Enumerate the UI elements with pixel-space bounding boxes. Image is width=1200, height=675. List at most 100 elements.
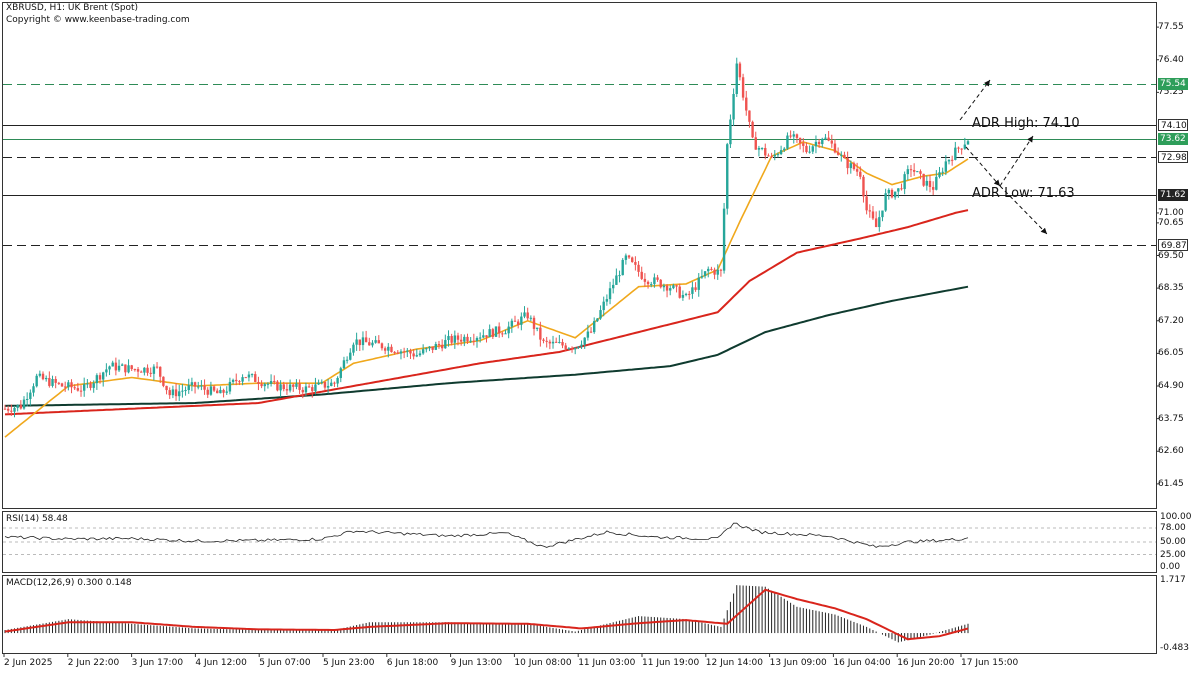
candle-body <box>539 327 542 340</box>
candle-body <box>760 147 764 149</box>
candle-body <box>146 367 149 373</box>
candle-body <box>903 174 906 190</box>
candle-body <box>947 159 951 162</box>
candle-body <box>941 171 944 173</box>
candle-body <box>912 170 916 172</box>
candle-body <box>82 384 86 391</box>
candle-body <box>637 264 640 272</box>
candle-body <box>440 344 444 349</box>
candle-body <box>48 377 51 386</box>
candle-body <box>966 141 970 145</box>
candle-body <box>719 269 723 271</box>
candle-body <box>798 137 802 144</box>
candle-body <box>767 155 770 157</box>
candle-body <box>507 326 510 334</box>
candle-body <box>852 163 856 170</box>
rsi-tick-label: 25.00 <box>1160 549 1186 560</box>
candle-body <box>257 381 260 385</box>
candle-body <box>865 196 868 211</box>
price-level-badge: 73.62 <box>1158 132 1188 145</box>
candle-body <box>700 276 704 278</box>
candle-body <box>900 188 903 190</box>
time-tick-label: 9 Jun 13:00 <box>450 658 503 668</box>
macd-pane <box>2 575 1157 654</box>
candle-body <box>22 399 26 409</box>
candle-body <box>466 336 469 342</box>
candle-body <box>634 261 637 265</box>
candle-body <box>390 346 393 353</box>
candle-body <box>402 351 406 353</box>
candle-body <box>149 372 152 374</box>
candle-body <box>111 362 114 367</box>
candle-body <box>589 331 593 333</box>
candle-body <box>802 143 805 146</box>
candle-body <box>197 386 200 388</box>
candle-body <box>155 366 159 368</box>
price-level-badge: 69.87 <box>1158 239 1188 251</box>
time-tick-label: 4 Jun 12:00 <box>195 658 247 668</box>
candle-body <box>646 281 650 285</box>
candle-body <box>425 348 428 350</box>
candle-body <box>136 369 140 372</box>
candle-body <box>954 147 957 160</box>
candle-body <box>44 377 48 380</box>
candle-body <box>102 372 105 380</box>
candle-body <box>532 317 536 329</box>
time-tick-label: 11 Jun 03:00 <box>578 658 636 668</box>
candle-body <box>491 329 495 337</box>
candle-body <box>944 161 948 172</box>
candle-body <box>564 345 567 349</box>
macd-indicator <box>4 585 969 643</box>
candle-body <box>827 137 830 141</box>
candle-body <box>596 318 599 322</box>
candle-body <box>140 371 143 373</box>
candle-body <box>273 381 276 383</box>
candle-body <box>396 352 400 354</box>
candle-body <box>222 389 225 393</box>
candle-body <box>345 359 349 361</box>
candle-body <box>174 389 178 397</box>
candle-body <box>41 373 45 380</box>
macd-label: MACD(12,26,9) 0.300 0.148 <box>6 578 132 588</box>
candle-body <box>383 348 387 351</box>
candle-body <box>821 138 824 145</box>
candle-body <box>504 333 507 335</box>
ema-slow-line <box>4 285 969 407</box>
candle-body <box>960 148 963 150</box>
candle-body <box>963 144 967 149</box>
rsi-tick-label: 0.00 <box>1160 562 1181 572</box>
copyright-text: Copyright © www.keenbase-trading.com <box>6 15 190 25</box>
candle-body <box>529 317 533 319</box>
price-tick-label: 61.45 <box>1158 478 1184 489</box>
candle-body <box>554 341 558 343</box>
candle-body <box>203 385 206 390</box>
candle-body <box>599 310 602 319</box>
candle-body <box>399 351 403 354</box>
candle-body <box>73 387 76 389</box>
candle-body <box>235 379 238 382</box>
candle-body <box>13 407 16 412</box>
candle-body <box>919 171 922 174</box>
candle-body <box>428 346 431 349</box>
candle-body <box>605 299 609 302</box>
candle-body <box>662 285 666 288</box>
candle-body <box>311 387 314 392</box>
price-tick-label: 63.75 <box>1158 413 1184 424</box>
candle-body <box>387 346 390 351</box>
candle-body <box>757 147 761 150</box>
candle-body <box>795 134 799 138</box>
candle-body <box>412 353 415 357</box>
candle-body <box>859 171 862 177</box>
rsi-indicator <box>3 522 1156 555</box>
candle-body <box>92 383 95 388</box>
time-tick-label: 10 Jun 08:00 <box>514 658 572 668</box>
candle-body <box>925 180 929 186</box>
rsi-tick-label: 78.00 <box>1160 523 1186 533</box>
candle-body <box>874 218 878 228</box>
candle-body <box>583 337 586 345</box>
candle-body <box>247 374 251 378</box>
candle-body <box>691 287 694 294</box>
candle-body <box>288 384 292 391</box>
time-tick-label: 17 Jun 15:00 <box>961 658 1019 668</box>
candle-body <box>162 376 165 386</box>
